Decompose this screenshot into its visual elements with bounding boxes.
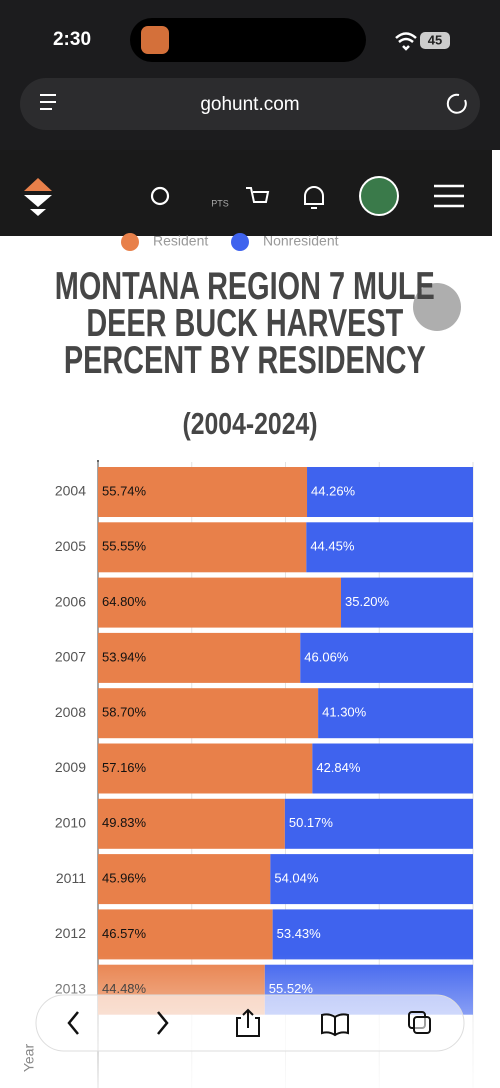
legend-swatch	[231, 233, 249, 251]
bar-segment	[98, 688, 319, 739]
forward-button[interactable]	[157, 1011, 169, 1035]
legend-label: Resident	[153, 233, 208, 249]
chart-subtitle: (2004-2024)	[182, 406, 318, 441]
bar-segment	[306, 522, 473, 573]
bar-segment	[98, 743, 313, 794]
site-logo[interactable]	[24, 178, 52, 191]
bar-segment	[98, 909, 273, 960]
toolbar	[35, 994, 465, 1052]
y-tick-label: 2010	[55, 815, 86, 831]
bar-segment	[98, 632, 301, 683]
y-tick-label: 2012	[55, 925, 86, 941]
cart-icon[interactable]	[246, 187, 270, 203]
avatar[interactable]	[359, 176, 399, 216]
value-label: 54.04%	[274, 871, 319, 886]
value-label: 53.43%	[277, 926, 322, 941]
bar-segment	[318, 688, 473, 739]
bar-segment	[98, 467, 308, 517]
y-tick-label: 2006	[55, 593, 86, 609]
y-tick-label: 2007	[55, 649, 86, 665]
value-label: 55.74%	[102, 483, 147, 498]
value-label: 35.20%	[345, 594, 390, 609]
bar-segment	[270, 854, 473, 905]
bar-segment	[307, 467, 473, 517]
tabs-button-front[interactable]	[413, 1016, 431, 1034]
battery-level: 45	[428, 32, 442, 47]
value-label: 64.80%	[102, 594, 147, 609]
bar-segment	[341, 577, 473, 628]
dynamic-island	[130, 18, 366, 62]
value-label: 44.45%	[310, 539, 355, 554]
wifi-icon	[395, 32, 417, 51]
bar-segment	[98, 577, 341, 628]
url[interactable]: gohunt.com	[200, 94, 299, 115]
y-tick-label: 2005	[55, 538, 86, 554]
y-tick-label: 2011	[56, 870, 86, 886]
value-label: 42.84%	[316, 760, 361, 775]
bar-segment	[300, 632, 473, 683]
app-icon	[141, 26, 169, 54]
bar-segment	[98, 854, 271, 905]
site-logo-base[interactable]	[24, 195, 52, 216]
value-label: 41.30%	[322, 705, 367, 720]
site-nav	[0, 150, 492, 236]
value-label: 45.96%	[102, 871, 147, 886]
value-label: 57.16%	[102, 760, 147, 775]
bar-segment	[98, 798, 285, 849]
bar-segment	[312, 743, 473, 794]
points-label[interactable]: PTS	[211, 198, 229, 208]
chart-title: MONTANA REGION 7 MULE DEER BUCK HARVEST …	[54, 265, 435, 382]
back-button[interactable]	[67, 1011, 79, 1035]
value-label: 49.83%	[102, 815, 147, 830]
reload-icon[interactable]	[446, 93, 467, 114]
value-label: 53.94%	[102, 649, 147, 664]
y-axis-title: Year	[21, 1044, 37, 1073]
value-label: 44.26%	[311, 483, 356, 498]
legend-swatch	[121, 233, 139, 251]
bar-segment	[284, 798, 473, 849]
bar-segment	[98, 522, 307, 573]
bell-icon[interactable]	[304, 186, 324, 209]
clock: 2:30	[53, 29, 91, 50]
value-label: 46.06%	[304, 649, 349, 664]
legend-label: Nonresident	[263, 233, 339, 249]
cast-button[interactable]	[413, 283, 461, 331]
y-tick-label: 2008	[55, 704, 86, 720]
value-label: 58.70%	[102, 705, 147, 720]
battery	[420, 32, 450, 49]
value-label: 55.55%	[102, 539, 147, 554]
menu-icon[interactable]	[434, 184, 464, 208]
reader-icon[interactable]	[40, 94, 56, 110]
y-tick-label: 2004	[55, 483, 86, 499]
search-icon[interactable]	[150, 186, 170, 206]
address-bar[interactable]	[20, 78, 480, 130]
value-label: 50.17%	[289, 815, 334, 830]
share-button[interactable]	[236, 1008, 260, 1037]
bar-segment	[272, 909, 473, 960]
value-label: 46.57%	[102, 926, 147, 941]
y-tick-label: 2009	[55, 759, 86, 775]
bookmarks-button[interactable]	[321, 1013, 349, 1037]
